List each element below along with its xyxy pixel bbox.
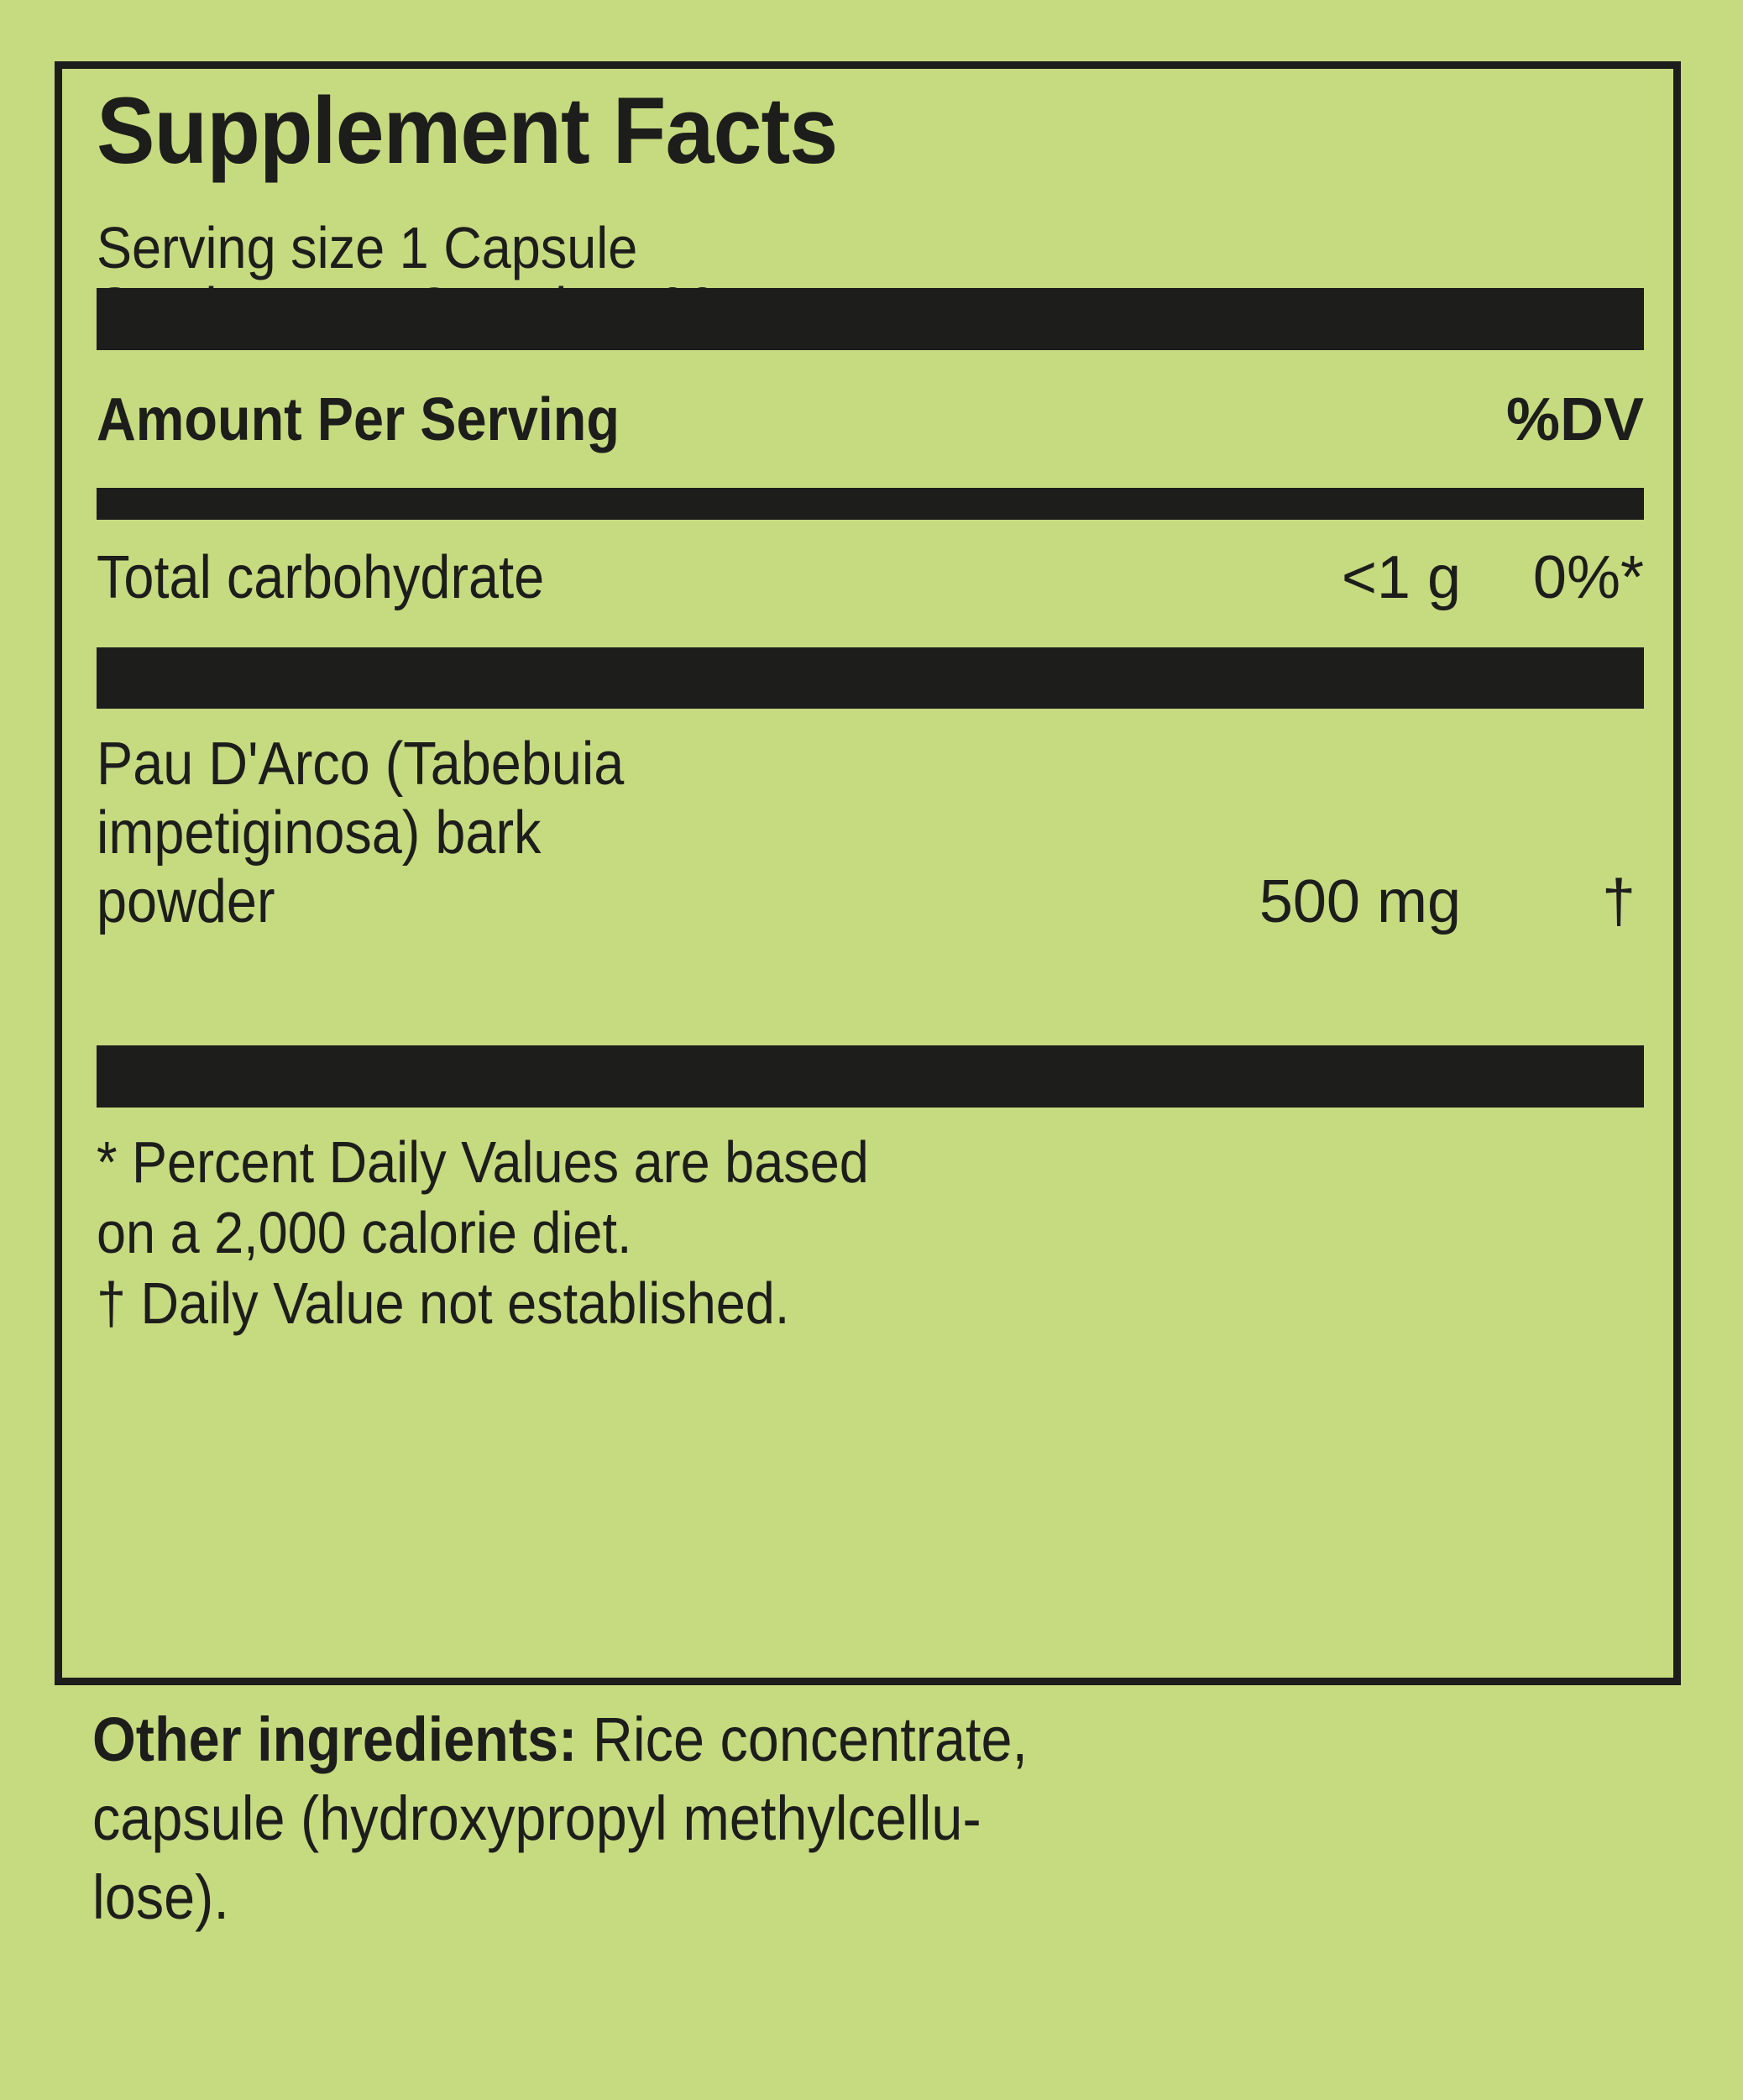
other-ingredients-line-2: capsule (hydroxypropyl methylcellu- [92,1783,981,1853]
serving-size-text: Serving size 1 Capsule [97,215,638,280]
footnote-daily-values-line-1: * Percent Daily Values are based [97,1129,869,1195]
rule-divider-thin [97,488,1644,520]
nutrient-amount: <1 g [1341,544,1461,611]
footnote-dagger-note: † Daily Value not established. [97,1270,790,1336]
supplement-facts-panel: Supplement Facts Serving size 1 Capsule … [55,61,1681,1685]
amount-per-serving-label: Amount Per Serving [97,386,620,453]
table-row-total-carbohydrate: Total carbohydrate <1 g 0%* [97,547,1644,623]
ingredient-name-line-2: impetiginosa) bark [97,799,542,867]
ingredient-amount: 500 mg [1259,868,1461,935]
nutrient-daily-value: 0%* [1532,544,1644,611]
amount-per-serving-header: Amount Per Serving %DV [97,390,1644,457]
other-ingredients-line-3: lose). [92,1862,229,1932]
other-ingredients-line-1-rest: Rice concentrate, [577,1705,1029,1774]
other-ingredients-label: Other ingredients: [92,1705,578,1774]
rule-divider-thick-bottom [97,1045,1644,1108]
ingredient-name-line-3: powder [97,868,275,935]
ingredient-name-line-1: Pau D'Arco (Tabebuia [97,731,625,798]
nutrient-name: Total carbohydrate [97,544,545,611]
rule-divider-thick-top [97,288,1644,350]
rule-divider-thick-middle [97,647,1644,709]
other-ingredients-line-1: Other ingredients: Rice concentrate, [92,1709,1028,1771]
page-title: Supplement Facts [97,78,838,183]
ingredient-daily-value-dagger: † [1601,868,1636,935]
percent-dv-label: %DV [1505,386,1644,453]
footnote-daily-values-line-2: on a 2,000 calorie diet. [97,1200,632,1265]
